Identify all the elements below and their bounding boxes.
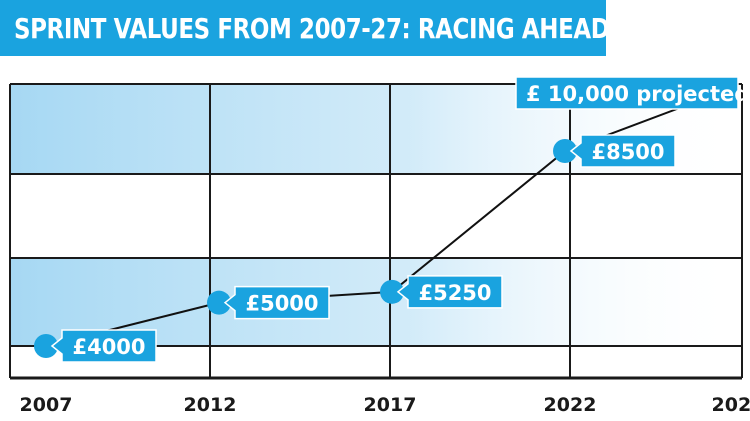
x-tick-label: 2012 <box>184 394 237 416</box>
x-tick-label: 2017 <box>364 394 417 416</box>
data-label-box <box>515 76 739 110</box>
data-label: £5250 <box>396 275 503 309</box>
data-label-box <box>569 134 676 168</box>
data-label-text: £8500 <box>591 140 664 164</box>
data-point <box>553 139 577 163</box>
data-point <box>380 279 404 304</box>
data-label-text: £4000 <box>72 335 145 359</box>
x-tick-label: 2007 <box>20 394 73 416</box>
data-label: £8500 <box>569 134 676 168</box>
data-label-text: £ 10,000 projected <box>526 82 749 106</box>
data-point <box>34 334 58 358</box>
chart-title: SPRINT VALUES FROM 2007-27: RACING AHEAD <box>14 12 610 45</box>
data-label-box <box>50 329 157 363</box>
chart-title-bar: SPRINT VALUES FROM 2007-27: RACING AHEAD <box>0 0 610 56</box>
data-label-box <box>223 285 330 320</box>
x-tick-label: 2022 <box>544 394 597 416</box>
data-point <box>207 290 231 315</box>
x-tick-label: 2027 <box>712 394 750 416</box>
data-label-text: £5250 <box>418 281 491 305</box>
data-label-box <box>396 275 503 309</box>
data-label: £5000 <box>223 285 330 320</box>
data-label-projected: £ 10,000 projected <box>515 76 749 110</box>
data-label: £4000 <box>50 329 157 363</box>
data-label-text: £5000 <box>245 292 318 316</box>
